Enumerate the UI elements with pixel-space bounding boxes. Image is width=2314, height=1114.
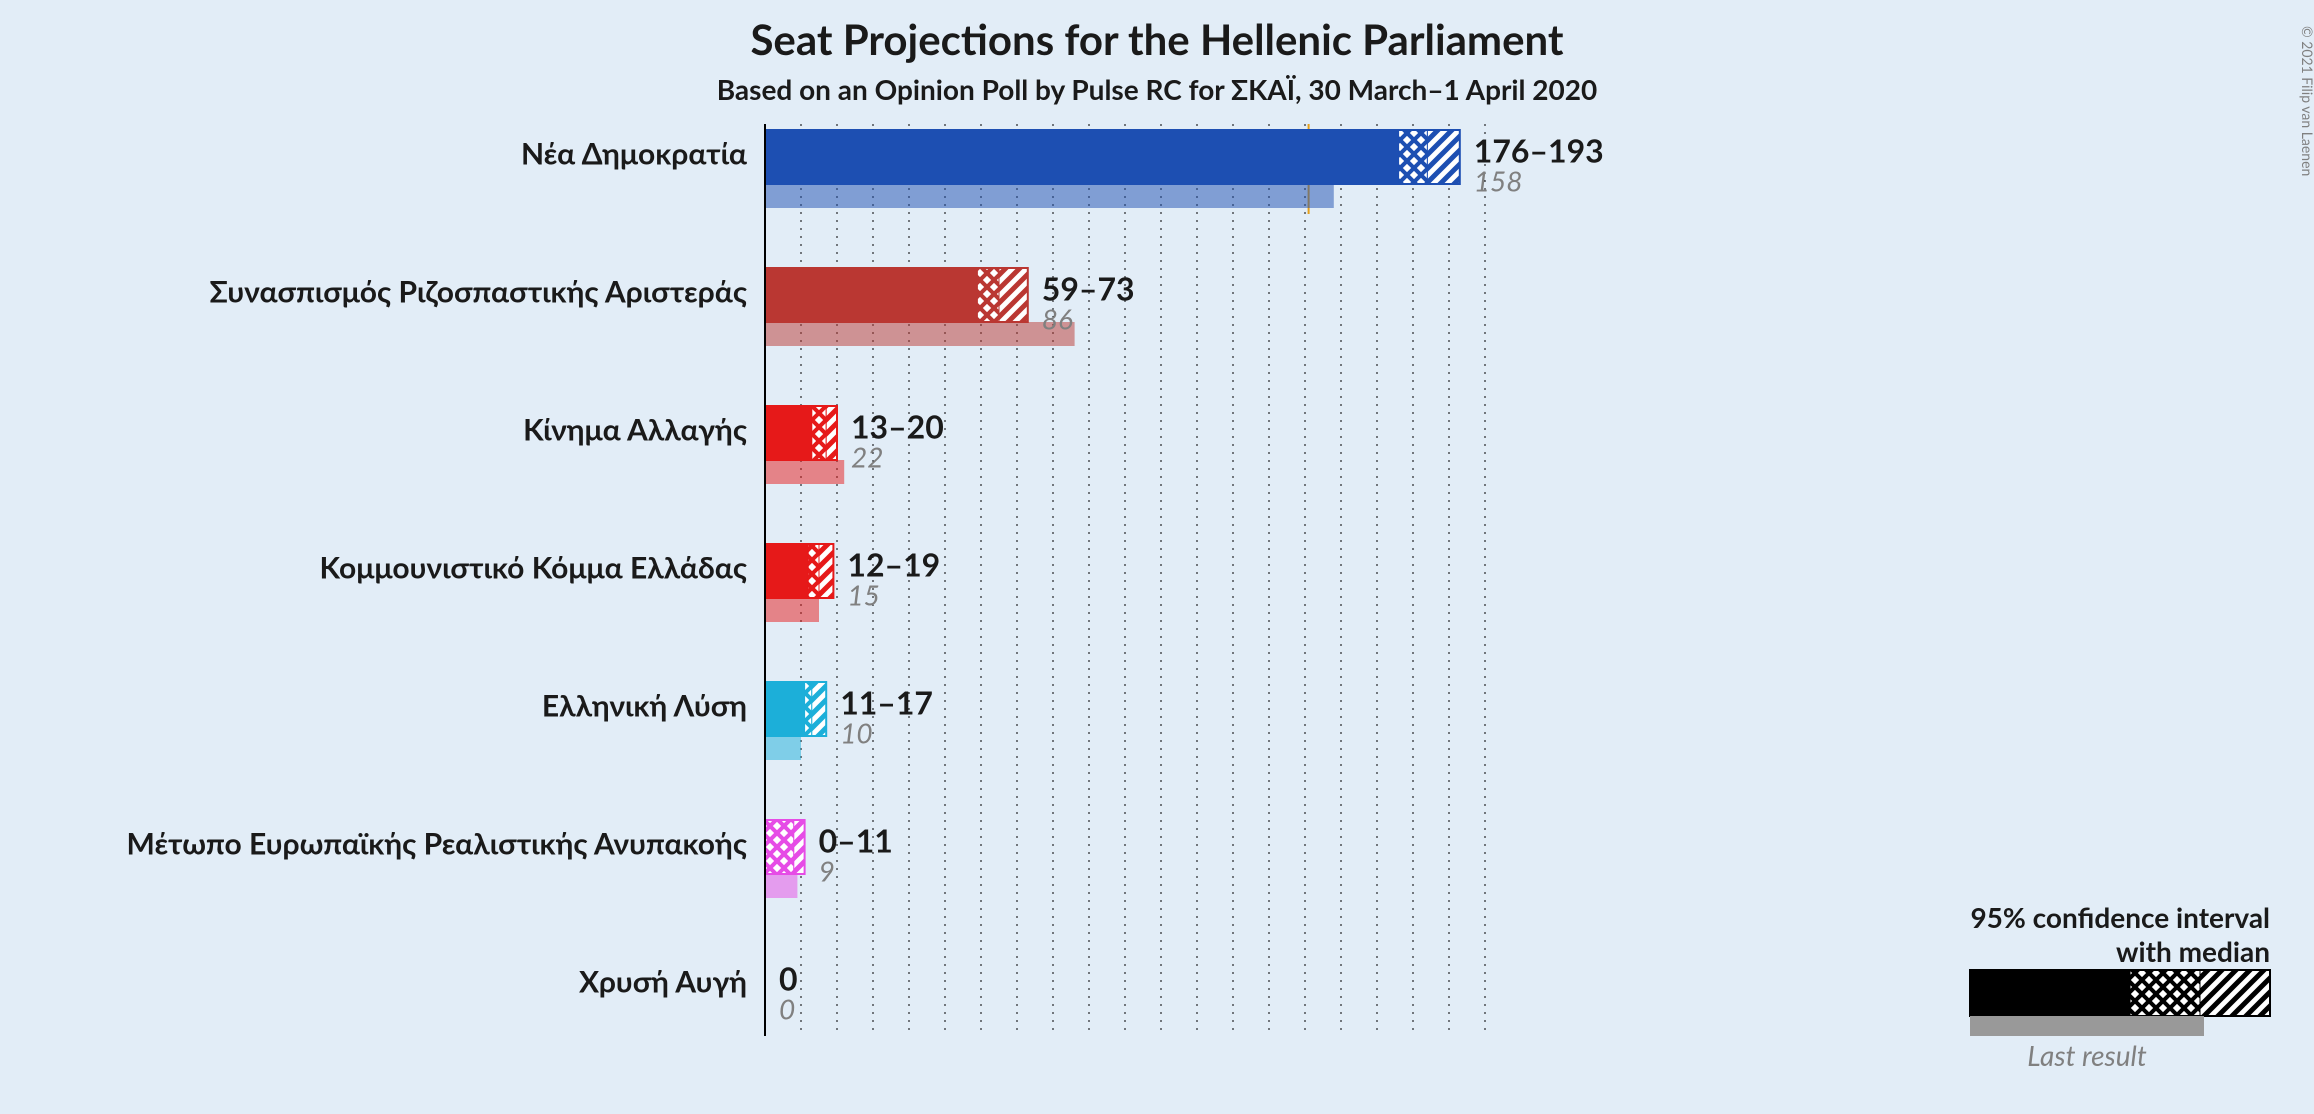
party-label: Κίνημα Αλλαγής (523, 412, 747, 448)
bar-previous (765, 322, 1075, 346)
bar-ci-median-high (999, 268, 1028, 322)
previous-label: 158 (1474, 163, 1523, 197)
previous-label: 9 (819, 853, 835, 887)
party-label: Χρυσή Αυγή (579, 964, 747, 1000)
bar-ci-low-median (977, 268, 999, 322)
legend-ci-line2: with median (2116, 934, 2270, 968)
previous-label: 10 (840, 715, 872, 749)
legend-bar-diag (2200, 970, 2270, 1016)
chart-title: Seat Projections for the Hellenic Parlia… (750, 14, 1563, 64)
bar-previous (765, 598, 819, 622)
previous-label: 22 (851, 439, 883, 473)
bar-ci-median-high (826, 406, 837, 460)
party-label: Νέα Δημοκρατία (521, 136, 747, 172)
bar-previous (765, 874, 797, 898)
previous-label: 15 (847, 577, 879, 611)
bar-ci-median-high (794, 820, 805, 874)
bar-previous (765, 460, 844, 484)
bar-previous (765, 736, 801, 760)
bar-solid (765, 406, 812, 460)
legend-previous-label: Last result (2027, 1038, 2147, 1072)
bar-ci-low-median (1399, 130, 1428, 184)
bar-ci-low-median (805, 682, 812, 736)
copyright: © 2021 Filip van Laenen (2299, 26, 2314, 176)
bar-ci-low-median (812, 406, 826, 460)
chart-subtitle: Based on an Opinion Poll by Pulse RC for… (717, 72, 1598, 106)
previous-label: 0 (779, 991, 795, 1025)
legend-ci-line1: 95% confidence interval (1970, 900, 2270, 934)
party-label: Κομμουνιστικό Κόμμα Ελλάδας (320, 550, 748, 586)
bar-solid (765, 130, 1399, 184)
bar-ci-low-median (808, 544, 819, 598)
party-label: Συνασπισμός Ριζοσπαστικής Αριστεράς (210, 274, 748, 310)
bar-ci-median-high (819, 544, 833, 598)
party-label: Ελληνική Λύση (542, 688, 747, 724)
bar-previous (765, 184, 1334, 208)
bar-ci-median-high (812, 682, 826, 736)
legend-bar-solid (1970, 970, 2130, 1016)
previous-label: 86 (1042, 301, 1073, 335)
bar-solid (765, 268, 977, 322)
bar-solid (765, 544, 808, 598)
legend-previous-bar (1970, 1016, 2204, 1036)
bar-ci-low-median (765, 820, 794, 874)
party-label: Μέτωπο Ευρωπαϊκής Ρεαλιστικής Ανυπακοής (127, 826, 747, 862)
legend-bar-cross (2130, 970, 2200, 1016)
bar-solid (765, 682, 805, 736)
bar-ci-median-high (1427, 130, 1459, 184)
